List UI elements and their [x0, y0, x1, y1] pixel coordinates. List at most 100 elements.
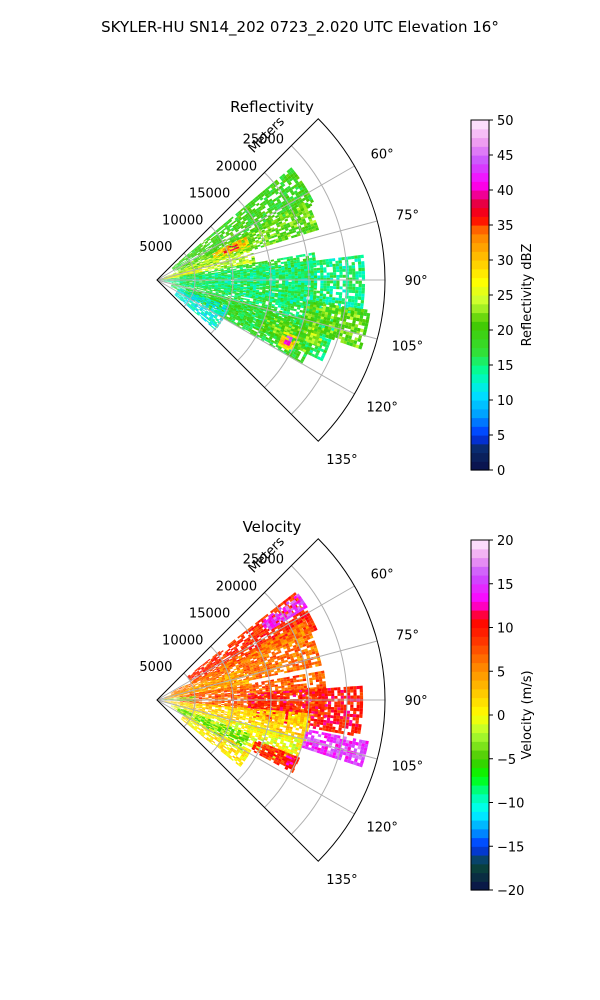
colorbar-swatch: [471, 347, 489, 357]
colorbar-swatch: [471, 688, 489, 699]
colorbar-swatch: [471, 793, 489, 804]
azimuth-spoke: [156, 699, 378, 760]
colorbar-swatch: [471, 356, 489, 366]
colorbar-swatch: [471, 312, 489, 322]
colorbar-swatch: [471, 601, 489, 611]
colorbar: −20 −15 −10 −5 0 5 10 15 20 Velocity (m/s): [470, 534, 535, 899]
colorbar-swatch: [471, 295, 489, 305]
axes-title: Velocity: [243, 518, 302, 536]
colorbar-swatch: [471, 181, 489, 191]
colorbar-tick-label: 10: [497, 622, 514, 637]
colorbar-swatch: [471, 330, 489, 340]
azimuth-tick-label: 120°: [367, 401, 398, 416]
colorbar-swatch: [471, 697, 489, 707]
colorbar-tick-label: 20: [497, 324, 514, 339]
colorbar: 0 5 10 15 20 25 30 35 40 45 50 Reflectivity dBZ: [470, 114, 535, 479]
colorbar-swatch: [471, 242, 489, 252]
azimuth-tick-label: 105°: [392, 340, 423, 355]
colorbar-swatch: [471, 540, 489, 550]
reflectivity-panel: Reflectivity500010000150002000025000Mete…: [139, 98, 535, 479]
colorbar-tick-label: −20: [497, 884, 524, 899]
echo-region: [177, 201, 320, 274]
azimuth-spoke: [156, 585, 355, 701]
colorbar-swatch: [471, 618, 489, 629]
colorbar-swatch: [471, 846, 489, 856]
colorbar-tick-label: 10: [497, 394, 514, 409]
colorbar-tick-label: 45: [497, 149, 514, 164]
colorbar-swatch: [471, 128, 489, 139]
colorbar-swatch: [471, 732, 489, 742]
colorbar-swatch: [471, 216, 489, 226]
colorbar-swatch: [471, 400, 489, 410]
colorbar-swatch: [471, 653, 489, 664]
azimuth-tick-label: 60°: [371, 147, 394, 162]
echo-region: [283, 335, 293, 347]
colorbar-swatch: [471, 426, 489, 436]
colorbar-swatch: [471, 785, 489, 795]
figure-title: SKYLER-HU SN14_202 0723_2.020 UTC Elevat…: [101, 18, 499, 37]
colorbar-swatch: [471, 610, 489, 620]
colorbar-swatch: [471, 811, 489, 821]
azimuth-tick-label: 105°: [392, 760, 423, 775]
azimuth-tick-label: 135°: [326, 873, 357, 888]
colorbar-swatch: [471, 557, 489, 567]
echo-region: [261, 593, 308, 631]
colorbar-swatch: [471, 260, 489, 270]
azimuth-tick-label: 135°: [326, 453, 357, 468]
radial-tick-label: 25000: [243, 553, 284, 568]
colorbar-tick-label: −10: [497, 797, 524, 812]
colorbar-swatch: [471, 881, 489, 891]
echo-region: [301, 729, 369, 768]
colorbar-swatch: [471, 207, 489, 217]
radial-tick-label: 20000: [216, 580, 257, 595]
azimuth-tick-label: 90°: [405, 694, 428, 709]
polar-grid: [156, 565, 385, 835]
colorbar-tick-label: 15: [497, 359, 514, 374]
colorbar-swatch: [471, 758, 489, 769]
azimuth-tick-label: 120°: [367, 821, 398, 836]
colorbar-swatch: [471, 163, 489, 174]
azimuth-tick-label: 75°: [396, 628, 419, 643]
sector-frame: [156, 538, 386, 862]
colorbar-swatch: [471, 741, 489, 751]
colorbar-tick-label: 0: [497, 464, 505, 479]
colorbar-tick-label: 35: [497, 219, 514, 234]
colorbar-swatch: [471, 706, 489, 716]
colorbar-swatch: [471, 417, 489, 427]
colorbar-swatch: [471, 583, 489, 594]
colorbar-swatch: [471, 120, 489, 130]
colorbar-tick-label: 30: [497, 254, 514, 269]
colorbar-swatch: [471, 198, 489, 209]
colorbar-swatch: [471, 863, 489, 874]
colorbar-swatch: [471, 627, 489, 637]
colorbar-tick-label: 5: [497, 429, 505, 444]
colorbar-swatch: [471, 365, 489, 375]
colorbar-label: Reflectivity dBZ: [520, 244, 535, 347]
colorbar-swatch: [471, 592, 489, 602]
colorbar-swatch: [471, 566, 489, 576]
colorbar-swatch: [471, 575, 489, 585]
azimuth-spoke: [156, 220, 378, 281]
colorbar-swatch: [471, 548, 489, 559]
colorbar-swatch: [471, 303, 489, 314]
azimuth-tick-label: 90°: [405, 274, 428, 289]
colorbar-swatch: [471, 233, 489, 244]
colorbar-swatch: [471, 767, 489, 777]
colorbar-tick-label: 40: [497, 184, 514, 199]
colorbar-swatch: [471, 373, 489, 384]
axes-title: Reflectivity: [230, 98, 314, 116]
colorbar-tick-label: 25: [497, 289, 514, 304]
colorbar-tick-label: 50: [497, 114, 514, 129]
radial-tick-label: 10000: [162, 633, 203, 648]
colorbar-swatch: [471, 723, 489, 734]
colorbar-swatch: [471, 225, 489, 235]
colorbar-swatch: [471, 268, 489, 279]
colorbar-swatch: [471, 277, 489, 287]
azimuth-tick-label: 75°: [396, 208, 419, 223]
echo-field: [158, 167, 371, 365]
colorbar-swatch: [471, 636, 489, 646]
colorbar-swatch: [471, 837, 489, 847]
colorbar-swatch: [471, 137, 489, 147]
azimuth-spoke: [156, 699, 355, 815]
azimuth-spoke: [156, 279, 378, 340]
